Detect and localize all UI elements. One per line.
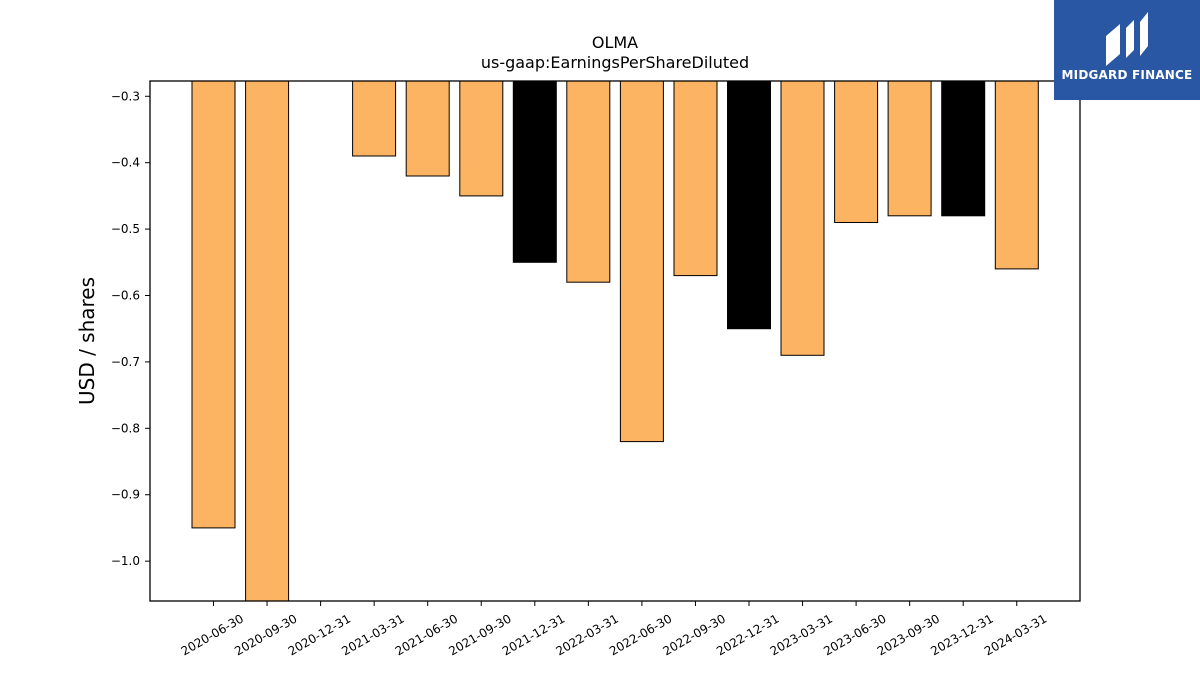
bar-2022-06-30	[619, 80, 664, 443]
y-ticks-group: −0.3 −0.4 −0.5 −0.6 −0.7 −0.8 −0.9 −1.0	[111, 89, 150, 568]
bar-2023-12-31	[941, 80, 986, 217]
y-tick-label: −0.7	[111, 355, 140, 369]
plot-frame	[149, 80, 1081, 602]
bar-2022-09-30	[673, 80, 718, 277]
y-tick-label: −0.6	[111, 289, 140, 303]
y-tick-label: −0.5	[111, 222, 140, 236]
bar-2020-09-30	[245, 80, 290, 602]
logo-mark-icon	[1054, 0, 1200, 100]
y-tick-label: −1.0	[111, 554, 140, 568]
brand-name: MIDGARD FINANCE	[1061, 68, 1193, 82]
brand-logo: MIDGARD FINANCE	[1054, 0, 1200, 100]
bar-2023-09-30	[887, 80, 932, 217]
y-axis-label: USD / shares	[75, 277, 99, 405]
y-tick-label: −0.3	[111, 89, 140, 103]
bar-2020-06-30	[191, 80, 236, 529]
bars-group	[191, 80, 1039, 602]
bar-2024-03-31	[994, 80, 1039, 270]
bar-2022-03-31	[566, 80, 611, 283]
bar-2023-06-30	[834, 80, 879, 223]
y-tick-label: −0.9	[111, 488, 140, 502]
y-tick-label: −0.4	[111, 156, 140, 170]
bar-2021-06-30	[405, 80, 450, 177]
bar-2021-03-31	[352, 80, 397, 157]
bar-2021-12-31	[512, 80, 557, 263]
y-tick-label: −0.8	[111, 421, 140, 435]
chart-subtitle: us-gaap:EarningsPerShareDiluted	[481, 53, 749, 72]
bar-2021-09-30	[459, 80, 504, 197]
bar-2022-12-31	[727, 80, 771, 330]
bar-2023-03-31	[780, 80, 825, 356]
x-ticks-group: 2020-06-302020-09-302020-12-312021-03-31…	[179, 601, 1049, 658]
chart-title: OLMA	[592, 33, 638, 52]
